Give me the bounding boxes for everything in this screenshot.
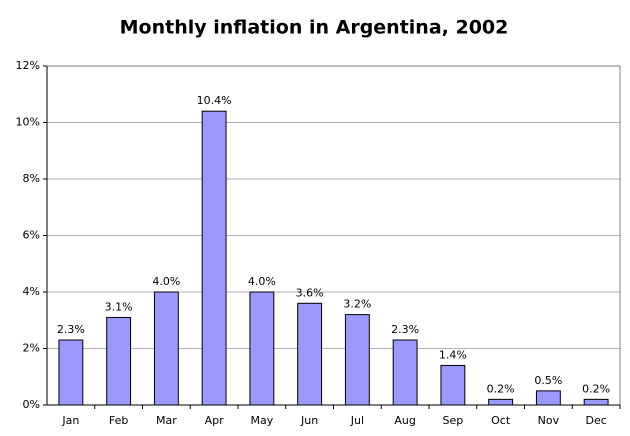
y-tick-label: 2% (23, 342, 40, 355)
x-tick-label: Jul (350, 414, 364, 427)
bar (201, 110, 227, 406)
bar (297, 302, 323, 406)
bar (583, 398, 609, 406)
y-tick-label: 8% (23, 172, 40, 185)
chart-title: Monthly inflation in Argentina, 2002 (120, 17, 509, 39)
bar (344, 314, 370, 406)
data-label: 2.3% (391, 323, 419, 336)
x-tick-label: Mar (156, 414, 177, 427)
bar (249, 291, 275, 406)
x-tick-label: Dec (585, 414, 606, 427)
x-tick-label: Oct (491, 414, 511, 427)
bar (106, 316, 132, 406)
x-tick-label: Jun (300, 414, 318, 427)
data-label: 3.1% (105, 300, 133, 313)
data-label: 4.0% (152, 275, 180, 288)
data-label: 4.0% (248, 275, 276, 288)
data-label: 0.2% (487, 382, 515, 395)
data-label: 3.6% (296, 286, 324, 299)
bar (488, 398, 514, 406)
bar (153, 291, 179, 406)
data-label: 10.4% (197, 94, 232, 107)
y-tick-label: 0% (23, 398, 40, 411)
x-tick-label: Jan (61, 414, 79, 427)
data-label: 2.3% (57, 323, 85, 336)
data-label: 0.2% (582, 382, 610, 395)
bar (440, 364, 466, 406)
y-tick-label: 12% (16, 59, 40, 72)
data-label: 1.4% (439, 348, 467, 361)
bar (58, 339, 84, 406)
data-label: 3.2% (343, 298, 371, 311)
x-tick-label: Apr (205, 414, 225, 427)
x-tick-label: Nov (538, 414, 560, 427)
y-tick-label: 10% (16, 116, 40, 129)
y-tick-label: 6% (23, 229, 40, 242)
data-label: 0.5% (534, 374, 562, 387)
x-tick-label: Sep (443, 414, 464, 427)
bar (392, 339, 418, 406)
x-tick-label: Aug (394, 414, 415, 427)
bar (535, 390, 561, 406)
x-tick-label: May (251, 414, 274, 427)
x-tick-label: Feb (109, 414, 128, 427)
y-tick-label: 4% (23, 285, 40, 298)
